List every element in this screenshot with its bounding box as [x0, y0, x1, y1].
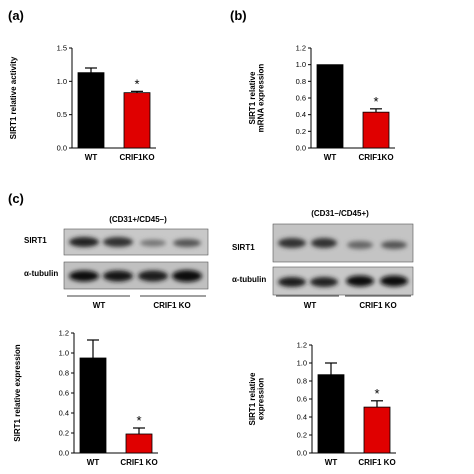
y-tick-label: 0.2 [297, 431, 307, 440]
y-tick-label: 1.2 [59, 329, 69, 338]
chart-expression-left: 0.0 0.2 0.4 0.6 0.8 1.0 1.2 SIRT1 relative expr… [13, 329, 158, 467]
chart-expression-right: 0.0 0.2 0.4 0.6 0.8 1.0 1.2 SIRT1 relativeexpre… [248, 341, 396, 467]
y-tick-label: 0.6 [297, 395, 307, 404]
blot-right-row-tubulin: α-tubulin [232, 275, 266, 284]
blot-right-sirt1-bands [278, 238, 407, 249]
y-tick-label: 0.4 [296, 110, 306, 119]
blot-right-title: (CD31–/CD45+) [311, 209, 369, 218]
blot-left-group-wt: WT [93, 301, 106, 310]
y-tick-label: 0.0 [59, 449, 69, 458]
category-label: WT [325, 458, 338, 467]
bar [317, 374, 345, 454]
y-axis-label-line: mRNA expression [257, 64, 266, 133]
blot-left-row-sirt1: SIRT1 [24, 236, 47, 245]
y-axis-label-line: SIRT1 relative [248, 372, 257, 425]
y-tick-label: 1.2 [297, 341, 307, 350]
blot-right: (CD31–/CD45+) SIRT1 α-tubulin WT CRIF1 K… [232, 209, 414, 310]
y-axis-label: SIRT1 relativemRNA expression [248, 64, 266, 133]
bar [123, 92, 151, 149]
y-tick-label: 0.8 [297, 377, 307, 386]
blot-left-tubulin-bands [69, 270, 202, 282]
y-tick-label: 0.4 [59, 409, 69, 418]
blot-left-sirt1-bands [69, 237, 201, 247]
y-tick-label: 0.8 [296, 77, 306, 86]
y-tick-label: 0.2 [296, 127, 306, 136]
y-tick-label: 0.2 [59, 429, 69, 438]
bar [79, 357, 107, 454]
category-label: CRIF1KO [119, 153, 154, 162]
chart-mrna: 0.0 0.2 0.4 0.6 0.8 1.0 1.2 SIRT1 relativemRNA … [248, 44, 395, 162]
category-label: WT [85, 153, 98, 162]
y-tick-label: 0.0 [297, 449, 307, 458]
blot-left-group-ko: CRIF1 KO [153, 301, 190, 310]
y-tick-label: 0.6 [296, 94, 306, 103]
y-tick-label: 0.6 [59, 389, 69, 398]
blot-right-row-sirt1: SIRT1 [232, 243, 255, 252]
significance-marker: * [136, 413, 141, 428]
y-tick-label: 1.5 [57, 44, 67, 53]
blot-left-row-tubulin: α-tubulin [24, 269, 58, 278]
y-axis-label: SIRT1 relativeexpression [248, 372, 266, 425]
chart-activity: 0.0 0.5 1.0 1.5 SIRT1 relative activity WT * CR… [9, 44, 156, 162]
panel-label-b: (b) [230, 8, 247, 23]
y-tick-label: 1.2 [296, 44, 306, 53]
panel-label-c: (c) [8, 191, 24, 206]
significance-marker: * [373, 94, 378, 109]
y-tick-label: 1.0 [297, 359, 307, 368]
panel-label-a: (a) [8, 8, 24, 23]
category-label: WT [324, 153, 337, 162]
bar [316, 64, 344, 149]
y-axis-label-line: SIRT1 relative [248, 71, 257, 124]
y-axis-label-line: expression [257, 378, 266, 420]
y-tick-label: 1.0 [59, 349, 69, 358]
significance-marker: * [374, 386, 379, 401]
bar [363, 406, 391, 454]
y-tick-label: 0.4 [297, 413, 307, 422]
y-axis-label: SIRT1 relative expression [13, 344, 22, 441]
blot-right-group-ko: CRIF1 KO [359, 301, 396, 310]
significance-marker: * [134, 76, 139, 91]
blot-right-tubulin-bands [278, 275, 408, 287]
y-tick-label: 0.0 [57, 144, 67, 153]
y-tick-label: 0.5 [57, 110, 67, 119]
category-label: CRIF1 KO [358, 458, 395, 467]
category-label: CRIF1KO [358, 153, 393, 162]
y-tick-label: 0.8 [59, 369, 69, 378]
bar [362, 111, 390, 149]
y-tick-label: 1.0 [57, 77, 67, 86]
blot-left-title: (CD31+/CD45–) [109, 215, 167, 224]
blot-right-group-wt: WT [304, 301, 317, 310]
category-label: WT [87, 458, 100, 467]
bar [125, 433, 153, 454]
bar [77, 72, 105, 149]
y-tick-label: 1.0 [296, 60, 306, 69]
y-axis-label: SIRT1 relative activity [9, 56, 18, 139]
y-tick-label: 0.0 [296, 144, 306, 153]
category-label: CRIF1 KO [120, 458, 157, 467]
blot-left: (CD31+/CD45–) SIRT1 α-tubulin WT CRIF1 K… [24, 215, 209, 310]
